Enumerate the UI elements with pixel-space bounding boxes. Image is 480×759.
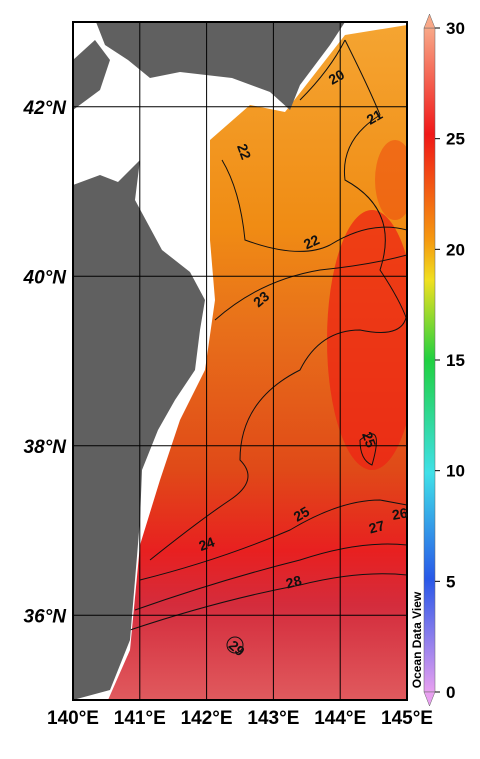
contour-line bbox=[226, 636, 244, 654]
colorbar-tick-label: 25 bbox=[446, 130, 465, 149]
map-frame bbox=[72, 21, 408, 701]
land-oshima bbox=[73, 40, 110, 110]
lon-tick-label: 141°E bbox=[114, 708, 166, 729]
contour-line bbox=[221, 159, 407, 252]
contour-line bbox=[149, 309, 407, 561]
colorbar-tick-label: 15 bbox=[446, 351, 465, 370]
contour-label: 28 bbox=[284, 572, 303, 592]
warm-core bbox=[327, 210, 407, 470]
contour-label: 22 bbox=[301, 231, 322, 252]
lon-tick-label: 143°E bbox=[247, 708, 299, 729]
colorbar-min-arrow bbox=[423, 691, 436, 707]
lon-tick-label: 144°E bbox=[314, 708, 366, 729]
colorbar-tick-label: 5 bbox=[446, 572, 455, 591]
lon-tick-label: 145°E bbox=[381, 708, 433, 729]
contour-label: 22 bbox=[234, 142, 254, 162]
contour-line bbox=[343, 39, 407, 321]
contour-label: 20 bbox=[326, 66, 348, 88]
lat-tick-label: 40°N bbox=[23, 267, 68, 288]
contour-label: 26 bbox=[391, 504, 409, 522]
contour-line bbox=[214, 254, 407, 321]
contour-label: 25 bbox=[359, 430, 379, 450]
contours bbox=[129, 39, 407, 654]
colorbar-tick-label: 10 bbox=[446, 462, 465, 481]
contour-line bbox=[139, 499, 407, 581]
warm-patch bbox=[375, 140, 407, 220]
lon-tick-label: 142°E bbox=[181, 708, 233, 729]
lat-tick-label: 38°N bbox=[24, 437, 68, 458]
lat-tick-label: 36°N bbox=[24, 606, 68, 627]
lat-tick-label: 42°N bbox=[23, 98, 68, 119]
colorbar-tick-label: 30 bbox=[446, 19, 465, 38]
contour-line bbox=[299, 39, 346, 101]
land-hokkaido bbox=[96, 22, 345, 110]
colorbar-max-arrow bbox=[423, 13, 436, 29]
land-honshu bbox=[73, 160, 205, 700]
contour-label: 27 bbox=[367, 517, 386, 537]
contour-label: 25 bbox=[291, 503, 313, 525]
colorbar bbox=[423, 27, 436, 693]
contour-line bbox=[129, 573, 407, 631]
sst-field bbox=[108, 25, 407, 700]
contour-label: 21 bbox=[364, 106, 386, 128]
map-area bbox=[73, 22, 407, 700]
lon-tick-label: 140°E bbox=[47, 708, 99, 729]
contour-line bbox=[359, 433, 377, 466]
watermark: Ocean Data View bbox=[410, 591, 424, 688]
colorbar-tick-label: 20 bbox=[446, 240, 465, 259]
colorbar-tick-label: 0 bbox=[446, 683, 455, 702]
contour-line bbox=[134, 543, 407, 611]
contour-label: 24 bbox=[197, 534, 217, 554]
